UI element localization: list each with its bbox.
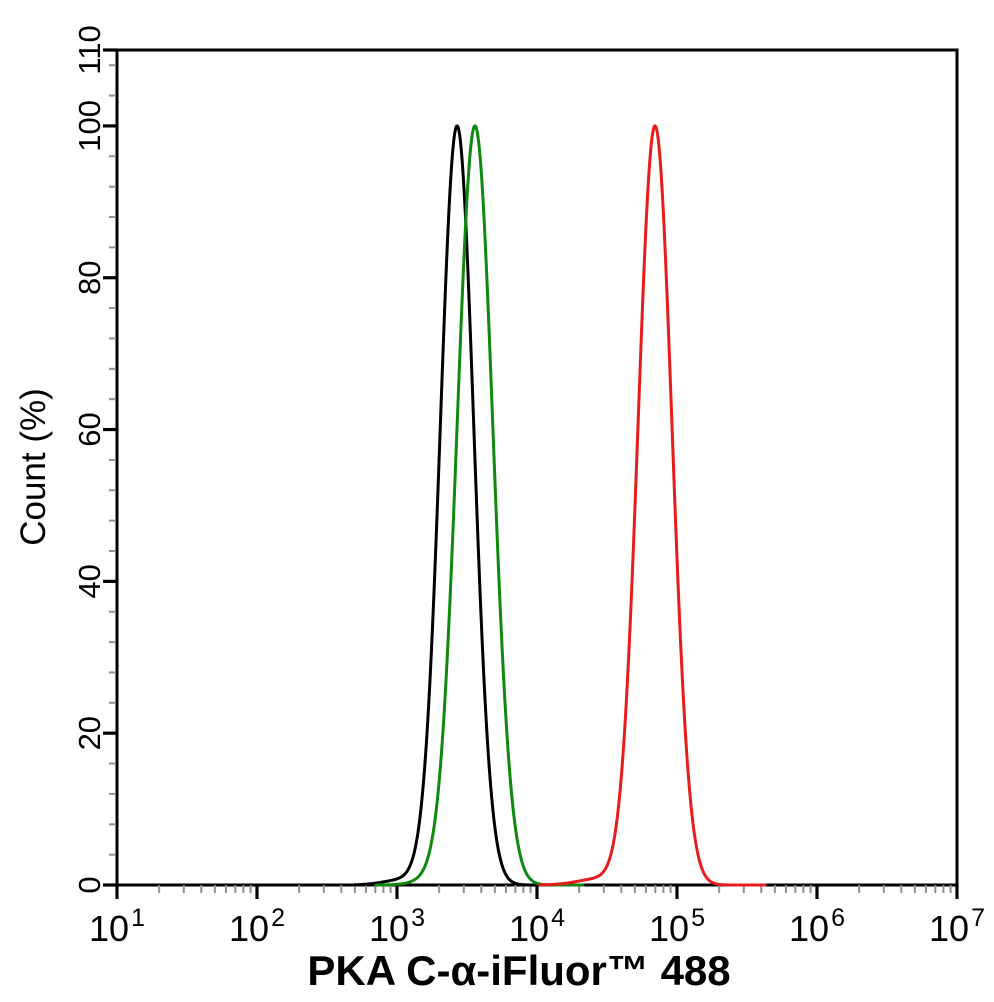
x-axis-title: PKA C-α-iFluor™ 488 (307, 947, 730, 994)
y-tick-label: 40 (72, 564, 107, 598)
curve-green (374, 124, 585, 887)
x-tick-label: 105 (649, 904, 705, 949)
y-tick-label: 0 (72, 876, 107, 893)
y-tick-label: 20 (72, 716, 107, 750)
x-axis-major-ticks (115, 885, 959, 899)
y-tick-label: 100 (72, 100, 107, 152)
x-axis-tick-labels: 101 102 103 104 105 106 107 (89, 904, 985, 949)
x-tick-label: 103 (369, 904, 425, 949)
y-tick-label: 110 (72, 25, 107, 74)
y-tick-label: 80 (72, 260, 107, 294)
plot-frame (115, 48, 959, 887)
histogram-curves (353, 124, 767, 887)
y-axis-minor-ticks (109, 64, 116, 856)
x-tick-label: 106 (789, 904, 845, 949)
y-axis-tick-labels: 0 20 40 60 80 100 110 (72, 25, 107, 893)
x-tick-label: 104 (509, 904, 565, 949)
x-tick-label: 101 (89, 904, 145, 949)
curve-black (353, 124, 567, 887)
y-tick-label: 60 (72, 412, 107, 446)
y-axis-title: Count (%) (14, 388, 53, 546)
y-axis-major-ticks (103, 48, 117, 887)
x-tick-label: 102 (229, 904, 285, 949)
curve-red (538, 124, 767, 887)
x-tick-label: 107 (929, 904, 985, 949)
